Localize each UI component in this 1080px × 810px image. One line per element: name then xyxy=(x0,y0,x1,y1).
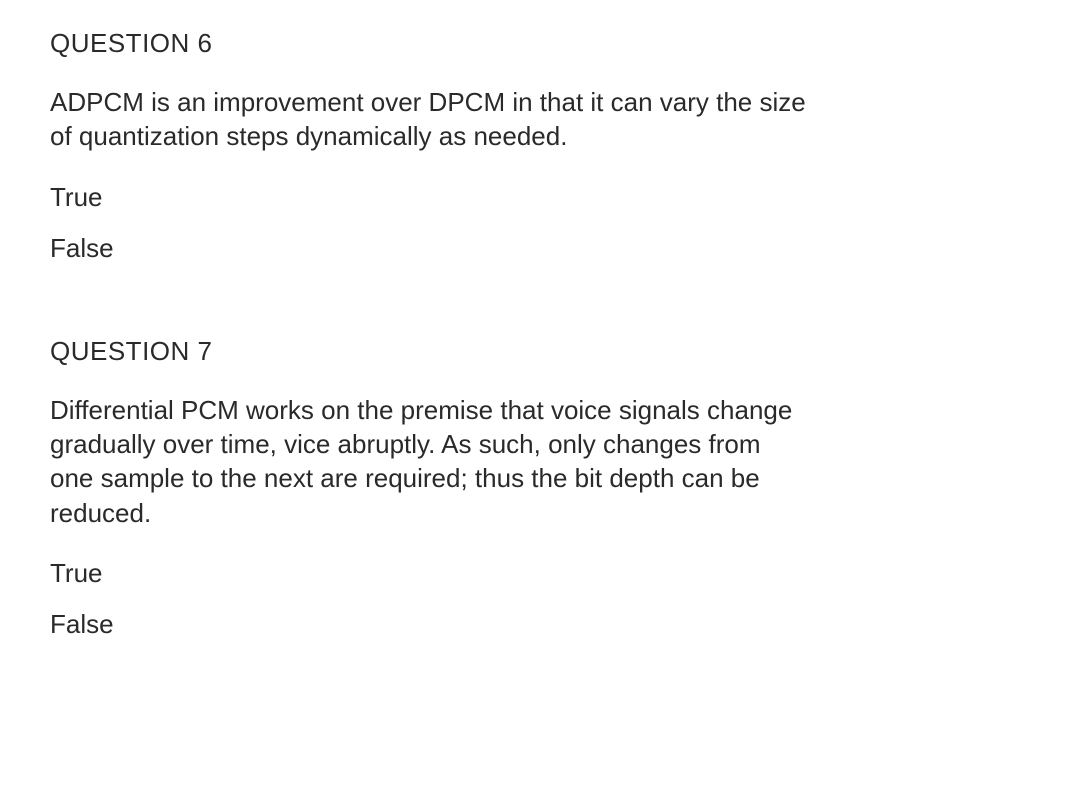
question-heading: QUESTION 7 xyxy=(50,336,1030,367)
question-block-6: QUESTION 6 ADPCM is an improvement over … xyxy=(50,28,1030,264)
answer-option-false[interactable]: False xyxy=(50,233,1030,264)
answer-option-true[interactable]: True xyxy=(50,558,1030,589)
answer-option-false[interactable]: False xyxy=(50,609,1030,640)
question-text: ADPCM is an improvement over DPCM in tha… xyxy=(50,85,810,154)
question-heading: QUESTION 6 xyxy=(50,28,1030,59)
question-block-7: QUESTION 7 Differential PCM works on the… xyxy=(50,336,1030,640)
question-text: Differential PCM works on the premise th… xyxy=(50,393,810,530)
answer-option-true[interactable]: True xyxy=(50,182,1030,213)
